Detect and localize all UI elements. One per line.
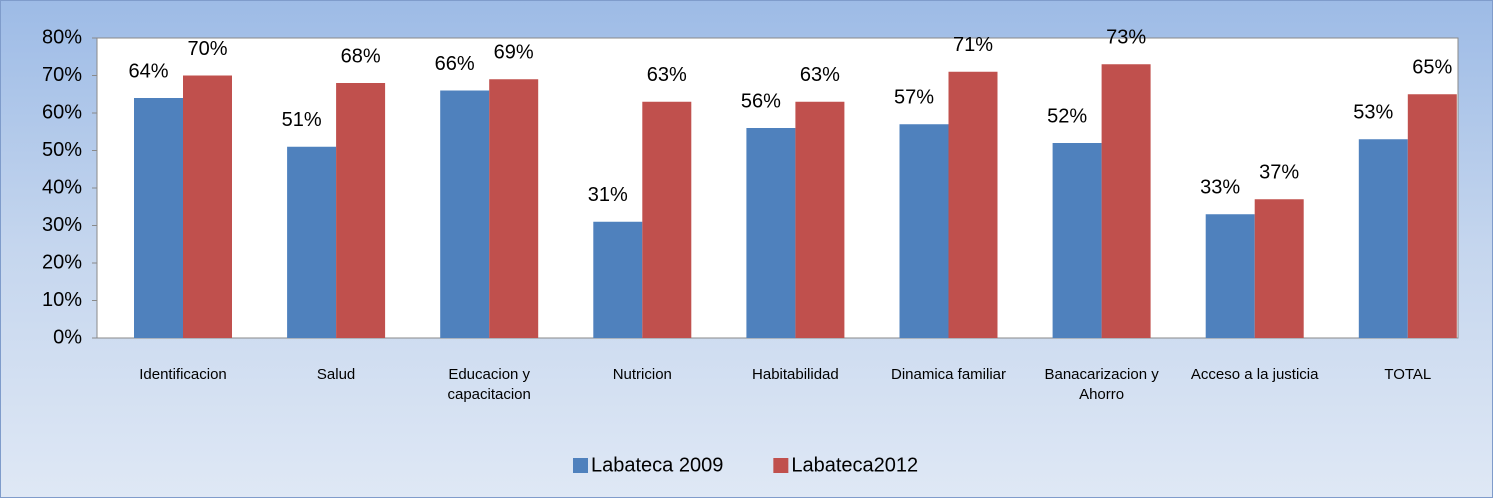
x-tick-label: Identificacion xyxy=(139,366,227,383)
legend-label: Labateca 2009 xyxy=(591,454,723,476)
bar xyxy=(593,221,643,338)
data-label: 52% xyxy=(1047,105,1087,127)
y-tick-label: 60% xyxy=(42,101,82,123)
x-tick-label: Nutricion xyxy=(612,366,672,383)
data-label: 51% xyxy=(282,109,322,131)
bar xyxy=(948,71,998,338)
bar xyxy=(1358,139,1408,338)
bar xyxy=(1254,199,1304,338)
bar xyxy=(134,98,183,338)
bar xyxy=(1407,94,1457,338)
bar xyxy=(899,124,949,338)
data-label: 31% xyxy=(588,184,628,206)
bar xyxy=(440,90,490,338)
bar xyxy=(287,146,337,338)
data-label: 57% xyxy=(894,87,934,109)
y-tick-label: 50% xyxy=(42,139,82,161)
data-label: 70% xyxy=(187,38,227,60)
bar xyxy=(1052,143,1102,338)
bar xyxy=(183,75,232,338)
x-tick-label: Educacion y capacitacion xyxy=(447,366,531,403)
x-tick-label: Banacarizacion y Ahorro xyxy=(1044,366,1159,403)
data-label: 73% xyxy=(1106,27,1146,49)
x-tick-label: Acceso a la justicia xyxy=(1190,366,1319,383)
y-tick-label: 20% xyxy=(42,251,82,273)
bar xyxy=(795,101,845,338)
data-label: 69% xyxy=(494,42,534,64)
legend-label: Labateca2012 xyxy=(791,454,918,476)
bar xyxy=(746,128,796,338)
x-tick-label: Salud xyxy=(316,366,356,383)
y-tick-label: 70% xyxy=(42,64,82,86)
data-label: 37% xyxy=(1259,162,1299,184)
data-label: 63% xyxy=(647,64,687,86)
bar xyxy=(336,83,386,338)
bar xyxy=(1101,64,1151,338)
data-label: 71% xyxy=(953,34,993,56)
y-tick-label: 10% xyxy=(42,289,82,311)
legend-swatch xyxy=(773,458,789,473)
x-tick-label: Dinamica familiar xyxy=(890,366,1007,383)
data-label: 63% xyxy=(800,64,840,86)
y-tick-label: 0% xyxy=(53,326,82,348)
data-label: 65% xyxy=(1412,57,1452,79)
legend-swatch xyxy=(573,458,588,473)
bar xyxy=(489,79,539,338)
bar xyxy=(642,101,692,338)
y-tick-label: 40% xyxy=(42,176,82,198)
data-label: 33% xyxy=(1200,177,1240,199)
data-label: 53% xyxy=(1353,102,1393,124)
data-label: 56% xyxy=(741,90,781,112)
y-tick-label: 30% xyxy=(42,214,82,236)
data-label: 68% xyxy=(341,45,381,67)
x-tick-label: TOTAL xyxy=(1384,366,1432,383)
x-tick-label: Habitabilidad xyxy=(752,366,839,383)
bar xyxy=(1205,214,1255,338)
y-tick-label: 80% xyxy=(42,26,82,48)
data-label: 66% xyxy=(435,53,475,75)
data-label: 64% xyxy=(128,60,168,82)
